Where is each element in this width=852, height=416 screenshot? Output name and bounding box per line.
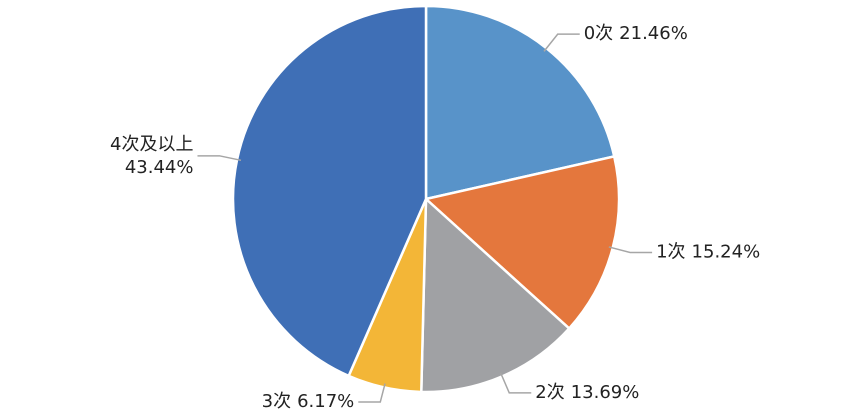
slice-category-label: 0次 [584,23,613,44]
leader-line [358,383,386,403]
slice-value-label: 43.44% [125,157,194,178]
slice-label: 1次 15.24% [656,242,760,263]
slice-label: 2次 13.69% [535,382,639,403]
slice-category-label: 1次 [656,242,685,263]
leader-line [608,246,653,254]
leader-line [499,372,532,394]
slice-label: 0次 21.46% [584,23,688,44]
slice-value-label: 21.46% [619,23,688,44]
slice-category-label: 3次 [262,391,291,412]
slice-category-label: 4次及以上 [110,134,193,155]
slice-value-label: 15.24% [692,242,761,263]
slice-value-label: 6.17% [297,391,354,412]
leader-line [543,33,580,52]
slice-label: 3次 6.17% [262,391,355,412]
leader-line [197,155,242,162]
slice-category-label: 2次 [535,382,564,403]
slice-value-label: 13.69% [571,382,640,403]
